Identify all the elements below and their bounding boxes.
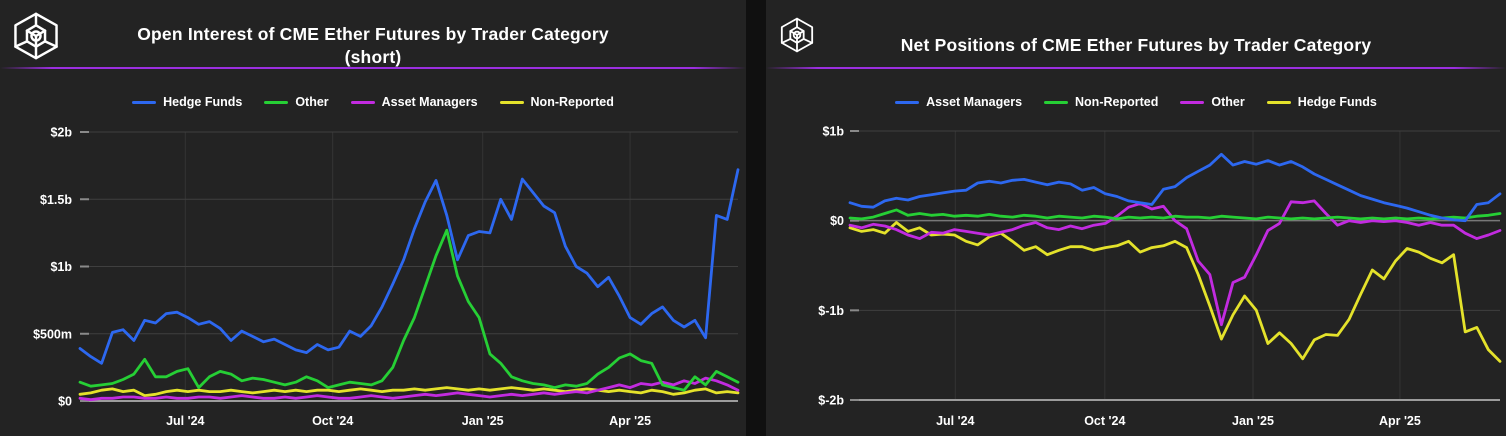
legend-label: Hedge Funds — [163, 95, 243, 109]
y-axis-label: $2b — [50, 126, 72, 140]
legend-label: Other — [295, 95, 329, 109]
series-line-hedge-funds — [78, 168, 740, 365]
legend-label: Other — [1211, 95, 1245, 109]
series-line-other — [78, 228, 740, 392]
x-axis-label: Apr '25 — [609, 414, 651, 428]
chart-canvas: $2b $1.5b $1b $500m $0 Jul '24 Oct '24 Jan '25 A… — [33, 126, 740, 428]
chart-title: Net Positions of CME Ether Futures by Tr… — [832, 12, 1440, 80]
x-axis-label: Oct '24 — [312, 414, 353, 428]
legend-label: Non-Reported — [530, 95, 614, 109]
legend-swatch-green — [264, 100, 289, 104]
legend-item-asset-managers[interactable]: Asset Managers — [895, 95, 1022, 109]
legend-label: Asset Managers — [381, 95, 478, 109]
legend-item-non-reported[interactable]: Non-Reported — [499, 95, 614, 109]
legend-swatch-magenta — [350, 100, 375, 104]
x-axis-label: Oct '24 — [1084, 414, 1125, 428]
y-axis-label: $0 — [830, 214, 844, 228]
y-axis-label: $1b — [50, 260, 72, 274]
series-line-asset-managers — [848, 152, 1502, 223]
legend-swatch-green — [1044, 100, 1069, 104]
y-axis-label: $-2b — [818, 394, 844, 408]
chart-title-line: Net Positions of CME Ether Futures by Tr… — [900, 35, 1372, 56]
legend-item-non-reported[interactable]: Non-Reported — [1044, 95, 1158, 109]
cube-logo-icon — [780, 15, 814, 55]
series-line-asset-managers — [78, 376, 740, 402]
legend-swatch-blue — [895, 100, 920, 104]
net-positions-chart-panel: Net Positions of CME Ether Futures by Tr… — [766, 0, 1506, 436]
purple-divider — [0, 67, 746, 69]
purple-divider — [766, 67, 1506, 69]
series-line-non-reported — [848, 208, 1502, 221]
y-axis-label: $0 — [58, 395, 72, 409]
x-axis-label: Jan '25 — [462, 414, 504, 428]
series-line-non-reported — [78, 386, 740, 398]
legend-item-hedge-funds[interactable]: Hedge Funds — [1266, 95, 1377, 109]
legend-label: Asset Managers — [926, 95, 1023, 109]
legend-item-hedge-funds[interactable]: Hedge Funds — [132, 95, 242, 109]
chart-legend: Hedge Funds Other Asset Managers Non-Report… — [0, 95, 746, 109]
series-line-other — [848, 199, 1502, 327]
y-axis-label: $1b — [822, 125, 844, 139]
legend-swatch-yellow — [1266, 100, 1291, 104]
x-axis-label: Jan '25 — [1232, 414, 1274, 428]
legend-item-other[interactable]: Other — [1180, 95, 1245, 109]
legend-label: Non-Reported — [1075, 95, 1159, 109]
chart-legend: Asset Managers Non-Reported Other Hedge Fun… — [766, 95, 1506, 109]
chart-title-line: Open Interest of CME Ether Futures by Tr… — [137, 23, 609, 44]
legend-swatch-yellow — [499, 100, 524, 104]
chart-title-line: (short) — [344, 46, 402, 67]
legend-swatch-magenta — [1180, 100, 1205, 104]
open-interest-chart-panel: Open Interest of CME Ether Futures by Tr… — [0, 0, 746, 436]
chart-canvas: $1b $0 $-1b $-2b Jul '24 Oct '24 Jan '25 Apr '2… — [818, 125, 1502, 428]
legend-label: Hedge Funds — [1297, 95, 1377, 109]
x-axis-label: Jul '24 — [166, 414, 204, 428]
legend-item-asset-managers[interactable]: Asset Managers — [350, 95, 478, 109]
legend-item-other[interactable]: Other — [264, 95, 329, 109]
cube-logo-icon — [13, 11, 59, 61]
x-axis-label: Jul '24 — [936, 414, 974, 428]
series-line-hedge-funds — [848, 221, 1502, 363]
y-axis-label: $500m — [33, 327, 72, 341]
legend-swatch-blue — [132, 100, 157, 104]
x-axis-label: Apr '25 — [1379, 414, 1421, 428]
y-axis-label: $1.5b — [40, 193, 72, 207]
y-axis-label: $-1b — [818, 304, 844, 318]
chart-title: Open Interest of CME Ether Futures by Tr… — [66, 12, 680, 80]
